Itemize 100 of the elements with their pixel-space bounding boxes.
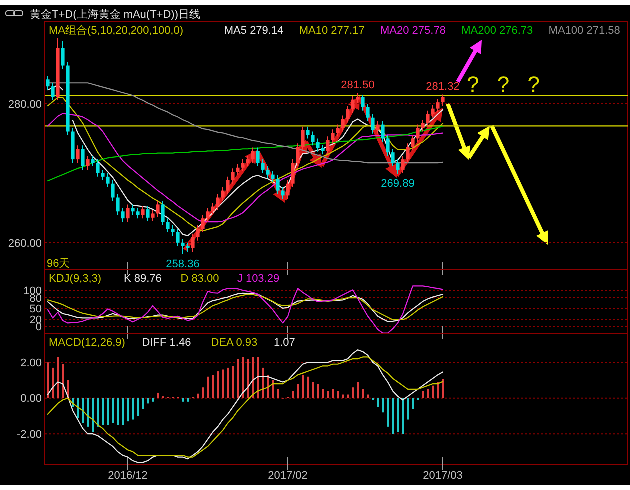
bar (82, 398, 84, 424)
candlestick (191, 233, 195, 252)
text: ? ? ? (467, 72, 540, 97)
candlestick (416, 124, 420, 143)
y-tick-label: -2.00 (16, 428, 42, 441)
candlestick (361, 94, 365, 112)
bar (322, 389, 324, 398)
candlestick (146, 206, 150, 222)
text: MA100 271.58 (548, 25, 620, 37)
bar (77, 398, 79, 418)
series-label: J 103.29 (237, 273, 280, 285)
x-tick-label: 2016/12 (108, 470, 148, 482)
candlestick (341, 115, 345, 132)
bar (202, 388, 204, 398)
candlestick (236, 164, 240, 176)
candlestick (401, 156, 405, 174)
bar (367, 394, 369, 398)
candlestick (406, 143, 410, 164)
bar (352, 388, 354, 398)
candlestick (226, 176, 230, 195)
bar (267, 375, 269, 398)
candlestick (321, 144, 325, 156)
candlestick (201, 214, 205, 233)
series-label: D 83.00 (180, 273, 220, 285)
candlestick (381, 120, 385, 143)
text: MA10 277.17 (299, 25, 365, 37)
bar (112, 398, 114, 424)
candlestick (211, 202, 215, 216)
candlestick (186, 242, 190, 252)
bar (377, 398, 379, 408)
bar (62, 364, 64, 398)
bar (132, 398, 134, 420)
bar (347, 394, 349, 398)
candlestick (241, 159, 245, 172)
candlestick (141, 206, 145, 220)
bar (297, 384, 299, 398)
bar (102, 398, 104, 426)
bar (92, 398, 94, 432)
candlestick (131, 204, 135, 216)
bar (262, 368, 264, 398)
candlestick (81, 145, 85, 170)
bar (387, 398, 389, 427)
candlestick (206, 208, 210, 223)
bar (237, 359, 239, 398)
candlestick (386, 134, 390, 157)
bar (47, 362, 49, 398)
candlestick (306, 126, 310, 140)
bar (332, 389, 334, 398)
candlestick (411, 134, 415, 152)
bar (252, 357, 254, 398)
candlestick (431, 104, 435, 118)
candlestick (126, 204, 130, 223)
candlestick (281, 186, 285, 200)
candlestick (391, 148, 395, 167)
candlestick (396, 159, 400, 175)
bar (307, 376, 309, 398)
text: MA20 275.78 (380, 25, 446, 37)
candlestick (296, 143, 300, 167)
bar (317, 384, 319, 398)
candlestick (51, 82, 55, 101)
bar (427, 389, 429, 398)
candlestick (366, 103, 370, 122)
bar (327, 391, 329, 398)
bar (422, 391, 424, 398)
candlestick (331, 129, 335, 144)
text: MA200 276.73 (462, 25, 534, 37)
annotation: 96天 (47, 258, 70, 270)
chart-title: MACD(12,26,9) (49, 337, 126, 349)
candlestick (166, 218, 170, 233)
chart-title: 黄金T+D(上海黄金 mAu(T+D))日线 (30, 8, 200, 21)
x-tick-label: 2017/02 (268, 470, 308, 482)
bar (342, 394, 344, 398)
bar (247, 359, 249, 398)
candlestick (261, 159, 265, 174)
candlestick (256, 147, 260, 167)
y-tick-label: 280.00 (8, 98, 42, 111)
candlestick (176, 228, 180, 247)
bar (357, 382, 359, 398)
candlestick (161, 200, 165, 226)
bar (442, 379, 444, 398)
annotation: 281.32 (426, 80, 460, 93)
candlestick (266, 166, 270, 179)
bar (437, 382, 439, 398)
candlestick (251, 147, 255, 164)
chart-title: KDJ(9,3,3) (49, 273, 102, 285)
bar (292, 391, 294, 398)
candlestick (121, 208, 125, 223)
annotation: 281.50 (341, 80, 375, 92)
chart-subtitle: MA组合(5,10,20,200,100,0) (49, 24, 184, 37)
text: DIFF 1.46 (142, 337, 192, 349)
annotation: 258.36 (166, 258, 200, 270)
candlestick (76, 145, 80, 164)
bar (197, 394, 199, 398)
bar (277, 389, 279, 398)
bar (227, 368, 229, 398)
bar (432, 386, 434, 398)
bar (212, 375, 214, 398)
candlestick (106, 172, 110, 188)
candlestick (156, 200, 160, 218)
bar (242, 357, 244, 398)
